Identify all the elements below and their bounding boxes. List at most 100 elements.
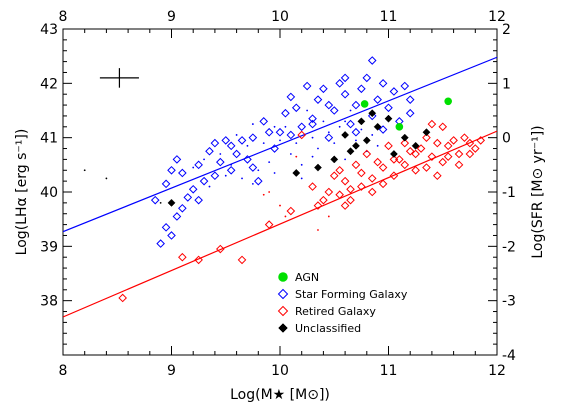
data-point <box>118 293 127 303</box>
data-point <box>313 95 323 104</box>
data-point <box>306 109 309 112</box>
data-point <box>235 134 238 136</box>
data-point <box>224 174 227 177</box>
data-point <box>378 179 388 189</box>
data-point <box>251 182 254 185</box>
data-point <box>389 171 399 181</box>
data-point <box>289 153 292 155</box>
data-point <box>443 152 453 161</box>
data-point <box>281 108 290 118</box>
y2-tick-label: 1 <box>502 76 511 92</box>
data-point <box>302 81 312 91</box>
fit-line <box>63 56 497 233</box>
data-point <box>378 79 388 88</box>
data-point <box>449 136 458 145</box>
data-point <box>422 128 431 137</box>
data-point <box>319 195 328 205</box>
data-point <box>411 141 420 150</box>
data-point <box>324 100 334 110</box>
data-point <box>308 114 317 123</box>
x-tick-label: 11 <box>380 363 398 379</box>
data-point <box>351 100 361 110</box>
data-point <box>438 122 448 132</box>
data-point <box>208 185 211 188</box>
data-point <box>286 206 296 216</box>
x-top-tick-label: 10 <box>271 9 289 25</box>
data-point <box>357 117 366 126</box>
data-point <box>248 133 258 142</box>
x-axis-title: Log(M★ [M⊙]) <box>230 387 330 403</box>
data-points <box>83 56 486 303</box>
data-point <box>389 155 399 164</box>
data-point <box>172 212 182 221</box>
data-point <box>324 187 334 197</box>
data-point <box>340 176 350 186</box>
fit-line <box>63 130 497 318</box>
data-point <box>268 161 271 164</box>
data-point <box>411 149 420 159</box>
data-point <box>172 155 182 164</box>
data-point <box>159 201 162 204</box>
data-point <box>279 204 281 207</box>
data-point <box>373 95 382 104</box>
data-point <box>340 73 350 83</box>
data-point <box>210 138 220 148</box>
legend-marker <box>278 323 288 333</box>
data-point <box>411 165 420 175</box>
data-point <box>405 108 415 118</box>
legend-label: Retired Galaxy <box>295 305 376 318</box>
data-point <box>470 144 480 153</box>
data-point <box>376 144 379 147</box>
data-point <box>395 123 404 131</box>
data-point <box>308 182 317 191</box>
legend-marker <box>278 272 288 282</box>
data-point <box>476 136 486 145</box>
data-point <box>150 195 160 205</box>
data-point <box>351 160 361 170</box>
data-point <box>384 141 393 151</box>
data-point <box>329 171 339 181</box>
data-point <box>178 168 187 178</box>
data-point <box>226 165 236 175</box>
data-point <box>219 153 222 155</box>
y-tick-label: 39 <box>40 239 58 255</box>
fit-lines <box>63 56 497 318</box>
x-tick-label: 9 <box>167 363 176 379</box>
data-point <box>349 109 352 112</box>
data-point <box>232 149 241 159</box>
data-point <box>344 120 346 123</box>
data-point <box>246 144 249 147</box>
data-point <box>216 244 225 254</box>
data-point <box>237 136 247 145</box>
data-point <box>262 193 265 196</box>
data-point <box>268 191 271 193</box>
data-point <box>183 193 193 202</box>
data-point <box>346 195 355 205</box>
data-point <box>367 187 377 197</box>
data-point <box>362 149 372 159</box>
data-point <box>313 201 323 210</box>
data-point <box>221 136 231 145</box>
y-tick-label: 40 <box>40 185 58 201</box>
data-point <box>264 220 274 229</box>
data-point <box>329 106 339 115</box>
data-point <box>400 133 409 142</box>
data-point <box>405 146 415 156</box>
data-point <box>338 125 341 128</box>
data-point <box>324 133 334 142</box>
data-point <box>360 100 369 108</box>
data-point <box>465 149 475 159</box>
data-point <box>161 179 171 189</box>
y2-tick-label: -2 <box>502 239 516 255</box>
y2-tick-label: -1 <box>502 185 516 201</box>
data-point <box>438 157 448 167</box>
data-point <box>443 141 453 151</box>
data-point <box>203 158 205 161</box>
data-point <box>194 160 203 170</box>
data-point <box>314 163 322 172</box>
y2-tick-label: -4 <box>502 348 516 364</box>
data-point <box>167 231 176 240</box>
data-point <box>319 84 328 94</box>
